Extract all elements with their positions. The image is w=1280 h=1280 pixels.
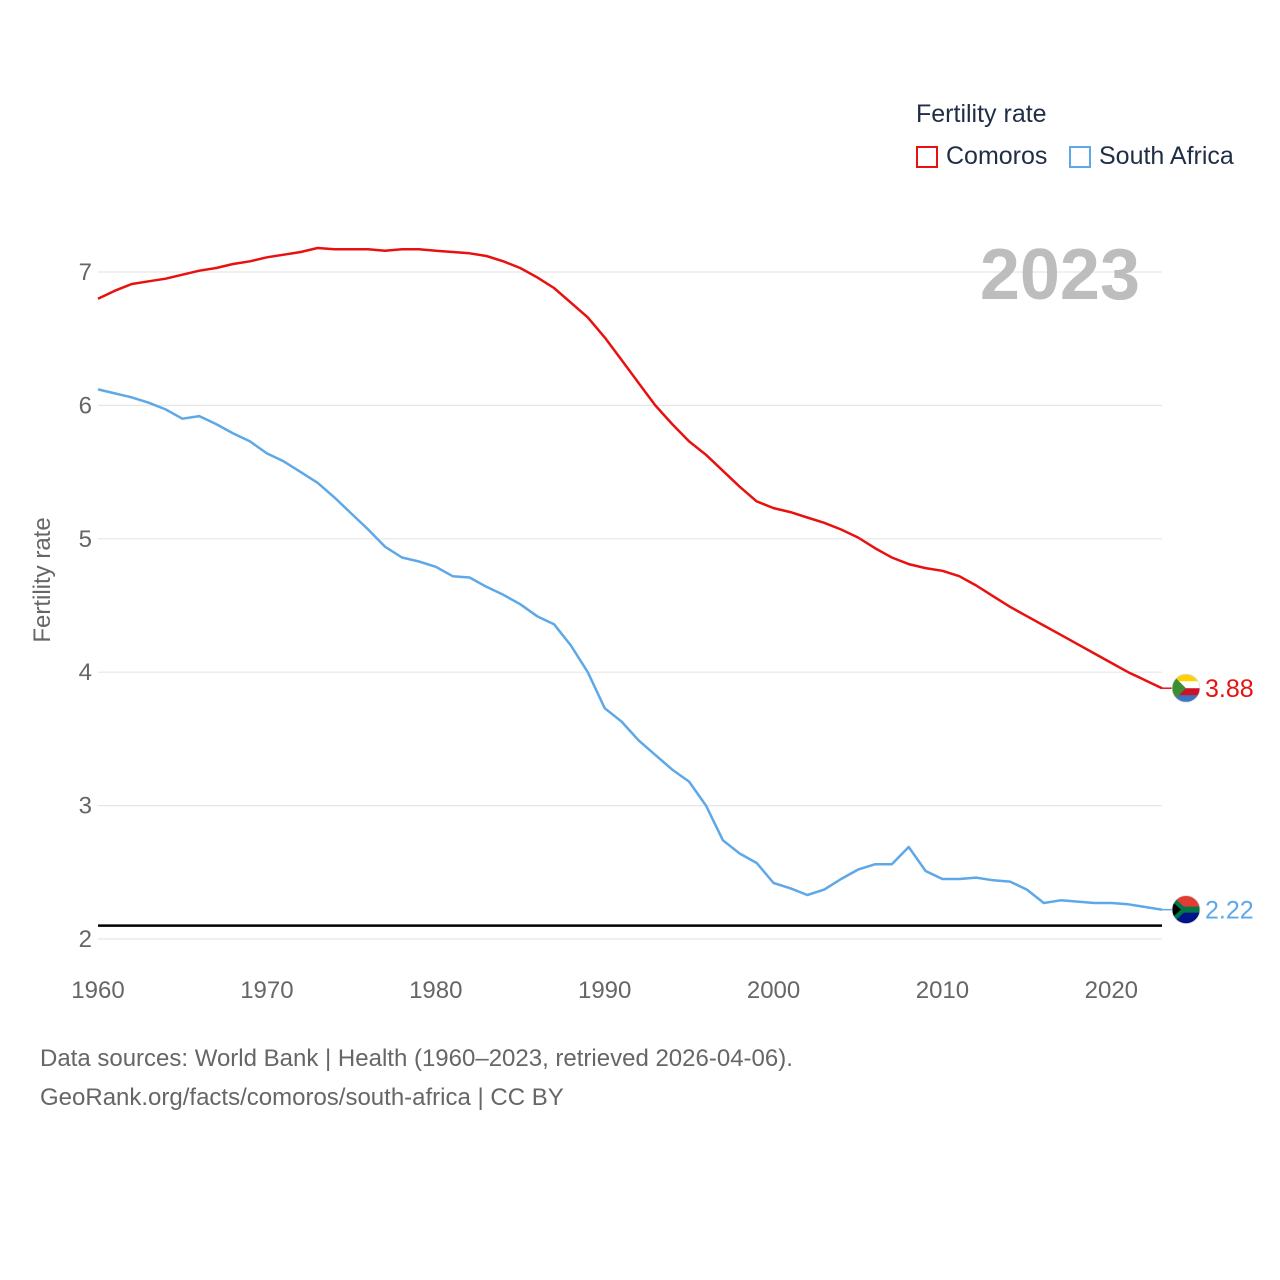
flag-icon-south-africa [1171, 895, 1201, 925]
series-end-labels: 3.88 2.22 [1162, 673, 1254, 925]
big-year-label: 2023 [980, 235, 1140, 315]
y-tick-label: 4 [79, 659, 92, 686]
legend-item-south-africa[interactable]: South Africa [1069, 142, 1234, 171]
end-value-label-south-africa: 2.22 [1205, 897, 1254, 925]
y-tick-label: 7 [79, 259, 92, 286]
end-value-label-comoros: 3.88 [1205, 675, 1254, 703]
y-tick-label: 5 [79, 526, 92, 553]
series-line-south-africa[interactable] [97, 388, 1163, 911]
x-axis-ticks: 1960 1970 1980 1990 2000 2010 2020 [71, 977, 1138, 1004]
x-tick-label: 2000 [747, 977, 800, 1004]
legend-item-comoros[interactable]: Comoros [916, 142, 1047, 171]
x-tick-label: 1990 [578, 977, 631, 1004]
x-tick-label: 2010 [916, 977, 969, 1004]
x-tick-label: 1980 [409, 977, 462, 1004]
series-line-comoros[interactable] [97, 246, 1163, 690]
series-lines [97, 246, 1163, 911]
flag-icon-comoros [1171, 673, 1201, 703]
legend-label-south-africa: South Africa [1099, 142, 1234, 170]
legend-title: Fertility rate [916, 100, 1047, 128]
legend-label-comoros: Comoros [946, 142, 1048, 170]
legend-swatch-south-africa [1069, 145, 1091, 168]
y-axis-label: Fertility rate [29, 517, 56, 642]
y-axis-ticks: 2 3 4 5 6 7 [79, 259, 92, 953]
y-tick-label: 3 [79, 793, 92, 820]
grid-lines [98, 271, 1162, 940]
x-tick-label: 1970 [240, 977, 293, 1004]
legend-swatch-comoros [916, 145, 938, 168]
x-tick-label: 1960 [71, 977, 124, 1004]
x-tick-label: 2020 [1085, 977, 1138, 1004]
source-link[interactable]: GeoRank.org/facts/comoros/south-africa |… [40, 1084, 564, 1111]
y-tick-label: 6 [79, 392, 92, 419]
y-tick-label: 2 [79, 926, 92, 953]
source-line: Data sources: World Bank | Health (1960–… [40, 1045, 793, 1072]
